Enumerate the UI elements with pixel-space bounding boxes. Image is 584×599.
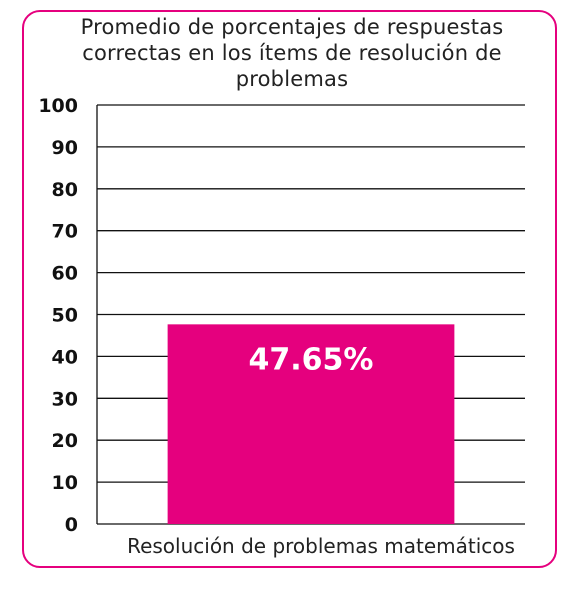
y-tick-label: 30 xyxy=(52,388,78,410)
y-tick-label: 60 xyxy=(52,263,78,285)
y-tick-label: 100 xyxy=(38,95,78,117)
x-axis-category-labels: Resolución de problemas matemáticos xyxy=(127,534,515,558)
y-tick-label: 20 xyxy=(52,430,78,452)
bars xyxy=(167,324,455,524)
y-tick-label: 90 xyxy=(52,137,78,159)
y-tick-label: 10 xyxy=(52,472,78,494)
bar xyxy=(167,324,455,524)
y-tick-label: 50 xyxy=(52,305,78,327)
x-category-label: Resolución de problemas matemáticos xyxy=(127,534,515,558)
data-labels: 47.65% xyxy=(249,342,374,377)
y-tick-label: 80 xyxy=(52,179,78,201)
chart-title: Promedio de porcentajes de respuestas co… xyxy=(80,15,504,91)
y-tick-label: 70 xyxy=(52,221,78,243)
y-axis-tick-labels: 0 10 20 30 40 50 60 70 80 90 100 xyxy=(38,95,78,536)
y-tick-label: 40 xyxy=(52,346,78,368)
bar-data-label: 47.65% xyxy=(249,342,374,377)
y-tick-label: 0 xyxy=(65,514,78,536)
